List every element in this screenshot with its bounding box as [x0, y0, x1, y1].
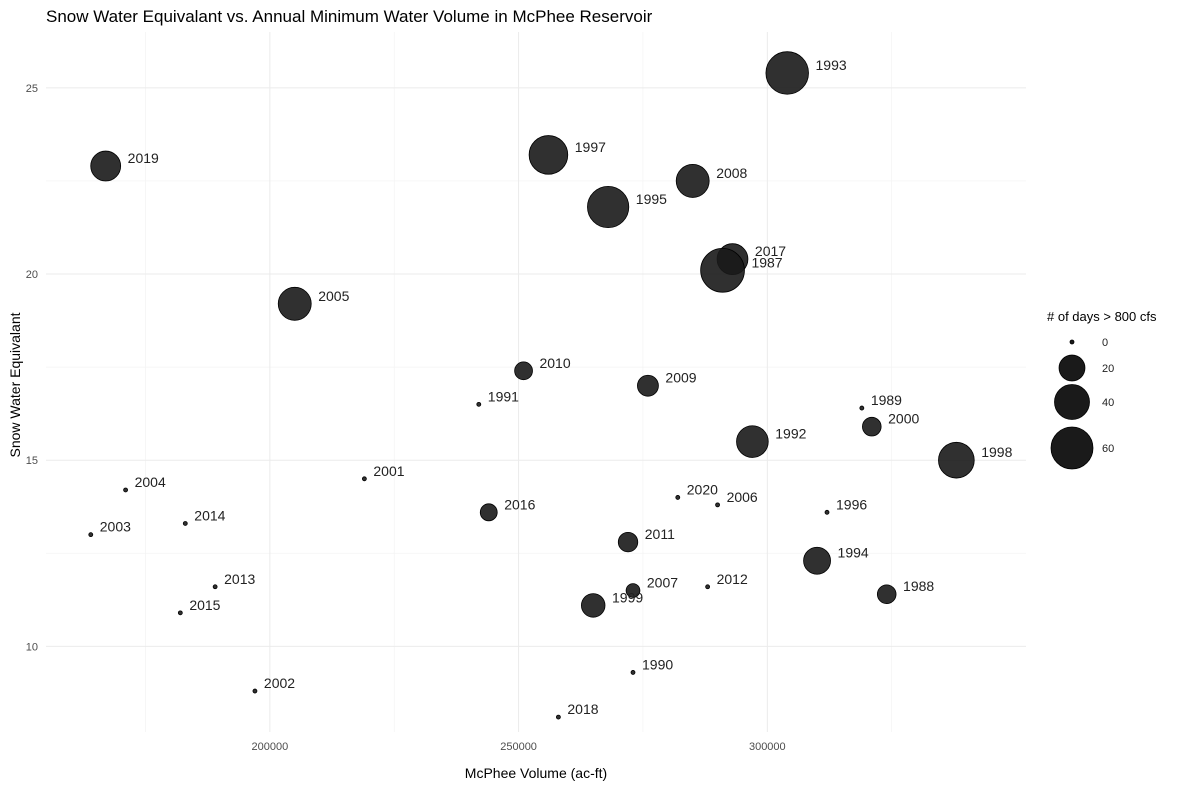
point-label: 1987 — [751, 254, 782, 270]
point-label: 2001 — [373, 463, 404, 479]
point-label: 1997 — [575, 139, 606, 155]
legend-title: # of days > 800 cfs — [1047, 309, 1157, 324]
data-point — [617, 531, 639, 553]
data-point — [90, 150, 122, 182]
legend-label: 60 — [1102, 443, 1114, 455]
point-label: 1998 — [981, 444, 1012, 460]
point-label: 1993 — [816, 57, 847, 73]
point-label: 1994 — [838, 545, 869, 561]
point-label: 2007 — [647, 575, 678, 591]
point-label: 2009 — [665, 370, 696, 386]
point-label: 2014 — [194, 507, 225, 523]
legend-key — [1054, 384, 1090, 420]
x-tick-label: 200000 — [251, 741, 288, 753]
x-axis-ticks: 200000 250000 300000 — [251, 741, 785, 753]
y-tick-label: 10 — [26, 641, 38, 653]
legend-label: 0 — [1102, 337, 1108, 349]
data-point — [479, 503, 498, 522]
x-tick-label: 250000 — [500, 741, 537, 753]
data-point — [862, 416, 882, 437]
y-tick-label: 15 — [26, 455, 38, 467]
point-label: 2012 — [717, 571, 748, 587]
data-point — [705, 584, 711, 590]
data-point — [824, 509, 830, 515]
y-tick-label: 20 — [26, 269, 38, 281]
point-label: 2005 — [318, 288, 349, 304]
point-label: 2015 — [189, 597, 220, 613]
point-label: 2000 — [888, 411, 919, 427]
data-point — [555, 714, 561, 720]
point-label: 1991 — [488, 388, 519, 404]
point-label: 2019 — [128, 150, 159, 166]
point-label: 2006 — [727, 489, 758, 505]
data-point — [182, 521, 188, 526]
data-point — [212, 584, 218, 590]
legend-label: 20 — [1102, 363, 1114, 375]
y-axis-ticks: 10 15 20 25 — [26, 83, 38, 654]
data-point — [765, 51, 809, 95]
legend-label: 40 — [1102, 397, 1114, 409]
point-label: 1992 — [775, 426, 806, 442]
data-point — [675, 495, 681, 500]
data-point — [876, 584, 897, 604]
point-label: 2011 — [645, 526, 675, 542]
data-point — [630, 670, 636, 675]
data-point — [675, 164, 710, 198]
point-label: 2020 — [687, 481, 718, 497]
legend-key — [1050, 426, 1094, 470]
chart-title: Snow Water Equivalant vs. Annual Minimum… — [46, 7, 653, 26]
point-label: 2004 — [135, 474, 166, 490]
legend: # of days > 800 cfs 0 20 40 60 — [1047, 309, 1157, 470]
point-label: 1988 — [903, 578, 934, 594]
data-point — [277, 286, 312, 321]
data-points — [88, 51, 975, 720]
data-point — [938, 441, 975, 479]
data-point — [88, 532, 94, 538]
data-point — [361, 476, 367, 482]
point-label: 1989 — [871, 392, 902, 408]
data-point — [123, 487, 128, 493]
data-point — [514, 361, 533, 381]
data-point — [587, 185, 630, 229]
data-point — [803, 546, 831, 575]
point-label: 2018 — [567, 701, 598, 717]
point-label: 2003 — [100, 519, 131, 535]
point-label: 2013 — [224, 571, 255, 587]
point-label: 2010 — [539, 355, 570, 371]
data-point — [700, 247, 745, 293]
legend-entries: 0 20 40 60 — [1050, 337, 1114, 470]
point-label: 2017 — [755, 243, 786, 259]
data-point — [715, 502, 720, 508]
point-label: 1996 — [836, 496, 867, 512]
data-point — [252, 688, 258, 694]
y-tick-label: 25 — [26, 83, 38, 95]
y-axis-title: Snow Water Equivalant — [7, 312, 23, 457]
grid — [46, 32, 1026, 732]
point-label: 1995 — [636, 191, 667, 207]
data-point — [736, 425, 769, 458]
point-label: 2016 — [504, 496, 535, 512]
point-label: 2008 — [716, 165, 747, 181]
point-label: 2002 — [264, 675, 295, 691]
legend-key — [1058, 354, 1086, 382]
legend-key — [1069, 339, 1075, 345]
x-axis-title: McPhee Volume (ac-ft) — [465, 765, 607, 781]
point-label: 1990 — [642, 656, 673, 672]
x-tick-label: 300000 — [749, 741, 786, 753]
data-point — [528, 135, 569, 175]
point-label: 1999 — [612, 589, 643, 605]
data-point — [177, 610, 183, 616]
data-point — [476, 401, 482, 407]
data-point — [581, 593, 606, 618]
data-point — [625, 583, 641, 598]
data-point — [859, 405, 865, 411]
data-point — [637, 374, 659, 397]
